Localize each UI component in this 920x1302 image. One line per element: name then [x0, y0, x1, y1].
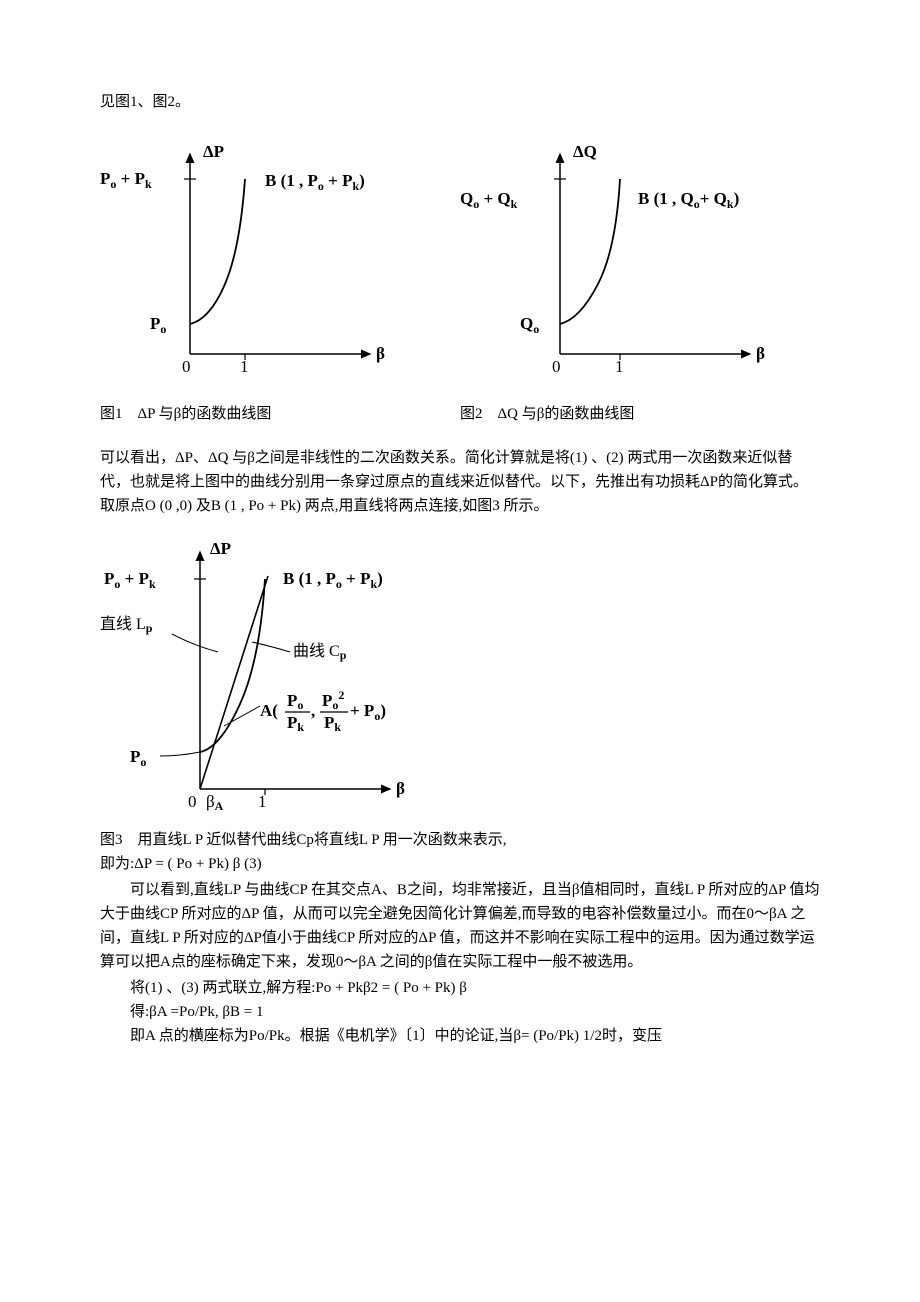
svg-text:B (1 , Po + Pk): B (1 , Po + Pk) [283, 569, 383, 591]
equation-3: 即为:ΔP = ( Po + Pk) β (3) [100, 852, 820, 876]
figure-1: ΔP β 0 1 Po + Pk Po B (1 , Po + Pk) [100, 124, 440, 394]
svg-text:Po: Po [150, 314, 166, 336]
figure-1-svg: ΔP β 0 1 Po + Pk Po B (1 , Po + Pk) [100, 124, 440, 394]
intro-text: 见图1、图2。 [100, 90, 820, 114]
figure-1-caption: 图1 ΔP 与β的函数曲线图 [100, 402, 440, 426]
svg-text:Po + Pk: Po + Pk [100, 169, 152, 191]
svg-text:B (1 , Po + Pk): B (1 , Po + Pk) [265, 171, 365, 193]
svg-text:β: β [756, 344, 765, 363]
figure-2: ΔQ β 0 1 Qo + Qk Qo B (1 , Qo+ Qk) [460, 124, 820, 394]
svg-text:,: , [311, 701, 315, 720]
svg-text:Po: Po [287, 691, 303, 712]
paragraph-1: 可以看出，ΔP、ΔQ 与β之间是非线性的二次函数关系。简化计算就是将(1) 、(… [100, 446, 820, 518]
svg-text:B (1 , Qo+ Qk): B (1 , Qo+ Qk) [638, 189, 739, 211]
svg-text:Po2: Po2 [322, 688, 344, 712]
svg-text:1: 1 [240, 357, 249, 376]
svg-text:0: 0 [552, 357, 561, 376]
svg-text:曲线 Cp: 曲线 Cp [293, 642, 347, 662]
figure-3-svg: ΔP β 0 βA 1 Po + Pk B (1 , Po + Pk) 直线 L… [100, 534, 460, 824]
svg-text:直线 Lp: 直线 Lp [100, 615, 153, 635]
svg-text:1: 1 [258, 792, 267, 811]
svg-text:1: 1 [615, 357, 624, 376]
svg-text:0: 0 [182, 357, 191, 376]
svg-text:Pk: Pk [287, 713, 304, 734]
svg-text:β: β [396, 779, 405, 798]
svg-text:β: β [376, 344, 385, 363]
svg-text:Po + Pk: Po + Pk [104, 569, 156, 591]
svg-text:Qo: Qo [520, 314, 539, 336]
paragraph-3a: 将(1) 、(3) 两式联立,解方程:Po + Pkβ2 = ( Po + Pk… [100, 976, 820, 1000]
figure-2-caption: 图2 ΔQ 与β的函数曲线图 [460, 402, 634, 426]
svg-text:Po: Po [130, 747, 146, 769]
captions-1-2: 图1 ΔP 与β的函数曲线图 图2 ΔQ 与β的函数曲线图 [100, 402, 820, 426]
svg-text:Pk: Pk [324, 713, 341, 734]
figures-1-2-row: ΔP β 0 1 Po + Pk Po B (1 , Po + Pk) ΔQ [100, 124, 820, 394]
svg-text:ΔP: ΔP [210, 539, 231, 558]
svg-text:+ Po): + Po) [350, 701, 386, 723]
figure-3-caption: 图3 用直线L P 近似替代曲线Cp将直线L P 用一次函数来表示, [100, 828, 820, 852]
svg-text:0: 0 [188, 792, 197, 811]
svg-text:ΔQ: ΔQ [573, 142, 597, 161]
figure-2-svg: ΔQ β 0 1 Qo + Qk Qo B (1 , Qo+ Qk) [460, 124, 820, 394]
figure-3: ΔP β 0 βA 1 Po + Pk B (1 , Po + Pk) 直线 L… [100, 534, 820, 824]
paragraph-3c: 即A 点的横座标为Po/Pk。根据《电机学》〔1〕中的论证,当β= (Po/Pk… [100, 1024, 820, 1048]
svg-text:βA: βA [206, 792, 224, 813]
paragraph-2: 可以看到,直线LP 与曲线CP 在其交点A、B之间，均非常接近，且当β值相同时，… [100, 878, 820, 974]
svg-text:A(: A( [260, 701, 278, 720]
paragraph-3b: 得:βA =Po/Pk, βB = 1 [100, 1000, 820, 1024]
svg-text:ΔP: ΔP [203, 142, 224, 161]
svg-text:Qo + Qk: Qo + Qk [460, 189, 518, 211]
